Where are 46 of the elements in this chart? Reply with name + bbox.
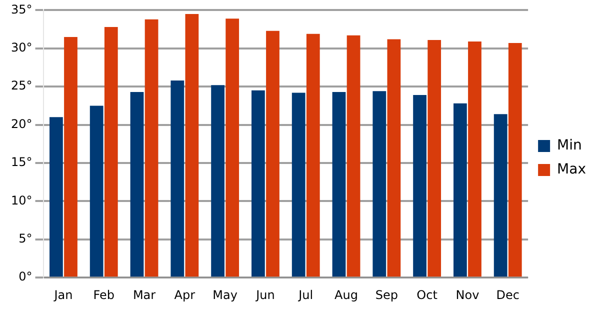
bar	[292, 92, 306, 277]
y-tick-label: 25°	[10, 78, 32, 93]
y-tick-label: 15°	[10, 155, 32, 170]
x-tick-label: Apr	[174, 288, 196, 302]
bar	[64, 36, 78, 277]
bar	[144, 19, 158, 277]
bar	[252, 90, 265, 277]
bar	[170, 80, 184, 277]
x-tick-label: Sep	[375, 288, 398, 302]
bar	[130, 92, 144, 277]
x-tick-label: Mar	[132, 288, 156, 302]
bar	[104, 27, 118, 277]
y-tick-label: 10°	[10, 193, 32, 208]
bar	[306, 34, 320, 277]
x-tick-label: Feb	[93, 288, 114, 302]
bar	[226, 18, 240, 277]
bar	[494, 114, 508, 277]
y-tick-label: 5°	[18, 232, 32, 246]
y-tick-label: 0°	[18, 270, 32, 284]
x-tick-label: Jan	[53, 288, 73, 302]
y-tick-label: 20°	[10, 116, 32, 131]
x-tick-label: Dec	[496, 288, 520, 302]
bar	[372, 91, 386, 277]
legend-label: Max	[557, 162, 586, 178]
x-tick-label: Jun	[255, 288, 275, 302]
x-tick-label: May	[212, 288, 238, 302]
y-tick-label: 30°	[10, 40, 32, 55]
legend-label: Min	[557, 138, 582, 154]
bar	[453, 103, 467, 277]
bar	[185, 14, 199, 277]
bar	[211, 85, 224, 277]
bar	[346, 35, 360, 277]
bar	[413, 95, 426, 277]
x-tick-label: Jul	[298, 288, 314, 302]
bar	[266, 30, 280, 277]
bar	[468, 42, 482, 277]
bar	[90, 106, 104, 277]
bar	[50, 117, 63, 277]
bar	[428, 40, 442, 277]
bar	[332, 92, 346, 277]
bar	[387, 39, 401, 277]
bar	[508, 43, 522, 277]
x-tick-label: Aug	[334, 288, 358, 302]
x-tick-label: Oct	[416, 288, 438, 302]
x-tick-label: Nov	[456, 288, 480, 302]
y-tick-label: 35°	[10, 2, 32, 16]
